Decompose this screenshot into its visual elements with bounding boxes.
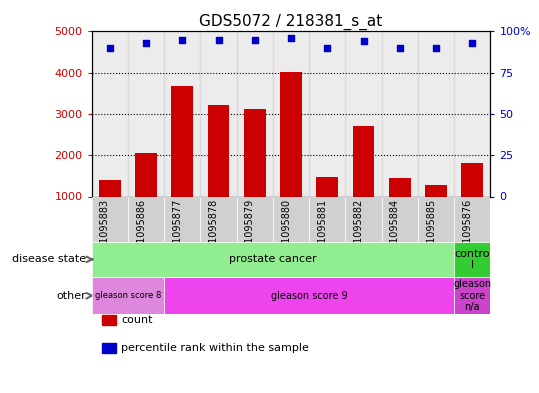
- Text: GSM1095876: GSM1095876: [462, 199, 472, 264]
- Point: [468, 40, 476, 46]
- Text: gleason score 8: gleason score 8: [95, 291, 161, 300]
- Bar: [244, 108, 266, 238]
- Bar: [389, 178, 411, 238]
- Text: prostate cancer: prostate cancer: [229, 254, 317, 264]
- Point: [214, 37, 223, 43]
- Point: [142, 40, 150, 46]
- Bar: [201, 31, 237, 196]
- Text: GSM1095884: GSM1095884: [390, 199, 400, 264]
- Bar: [418, 31, 454, 196]
- Text: GSM1095882: GSM1095882: [354, 199, 364, 264]
- Bar: [345, 31, 382, 196]
- Bar: [171, 86, 193, 238]
- Text: GSM1095881: GSM1095881: [317, 199, 327, 264]
- Text: contro
l: contro l: [454, 249, 490, 270]
- Bar: [92, 31, 128, 196]
- Bar: [280, 72, 302, 238]
- Bar: [164, 277, 454, 314]
- Text: GSM1095880: GSM1095880: [281, 199, 291, 264]
- Point: [251, 37, 259, 43]
- Bar: [316, 177, 338, 238]
- Bar: [237, 31, 273, 196]
- Text: gleason
score
n/a: gleason score n/a: [453, 279, 492, 312]
- Text: GSM1095883: GSM1095883: [100, 199, 110, 264]
- Text: percentile rank within the sample: percentile rank within the sample: [121, 343, 309, 353]
- Text: GSM1095886: GSM1095886: [136, 199, 146, 264]
- Text: gleason score 9: gleason score 9: [271, 291, 348, 301]
- Bar: [309, 196, 345, 242]
- Bar: [454, 277, 490, 314]
- Bar: [92, 196, 128, 242]
- Bar: [135, 153, 157, 238]
- Point: [396, 45, 404, 51]
- Bar: [345, 196, 382, 242]
- Point: [360, 38, 368, 44]
- Bar: [353, 125, 375, 238]
- Bar: [309, 31, 345, 196]
- Bar: [128, 196, 164, 242]
- Bar: [164, 31, 201, 196]
- Point: [323, 45, 331, 51]
- Bar: [273, 31, 309, 196]
- Text: other: other: [57, 291, 86, 301]
- Bar: [382, 31, 418, 196]
- Text: count: count: [121, 315, 153, 325]
- Bar: [454, 196, 490, 242]
- Point: [432, 45, 440, 51]
- Point: [106, 45, 114, 51]
- Bar: [454, 31, 490, 196]
- Bar: [461, 163, 483, 238]
- Title: GDS5072 / 218381_s_at: GDS5072 / 218381_s_at: [199, 14, 383, 30]
- Bar: [382, 196, 418, 242]
- Bar: [128, 31, 164, 196]
- Point: [287, 35, 295, 41]
- Text: GSM1095877: GSM1095877: [172, 199, 182, 264]
- Bar: [454, 242, 490, 277]
- Bar: [92, 277, 164, 314]
- Text: GSM1095878: GSM1095878: [209, 199, 218, 264]
- Bar: [208, 105, 230, 238]
- Text: GSM1095879: GSM1095879: [245, 199, 255, 264]
- Bar: [99, 180, 121, 238]
- Bar: [164, 196, 201, 242]
- Bar: [201, 196, 237, 242]
- Bar: [273, 196, 309, 242]
- Bar: [418, 196, 454, 242]
- Text: GSM1095885: GSM1095885: [426, 199, 436, 264]
- Point: [178, 37, 186, 43]
- Text: disease state: disease state: [12, 254, 86, 264]
- Bar: [237, 196, 273, 242]
- Bar: [425, 185, 447, 238]
